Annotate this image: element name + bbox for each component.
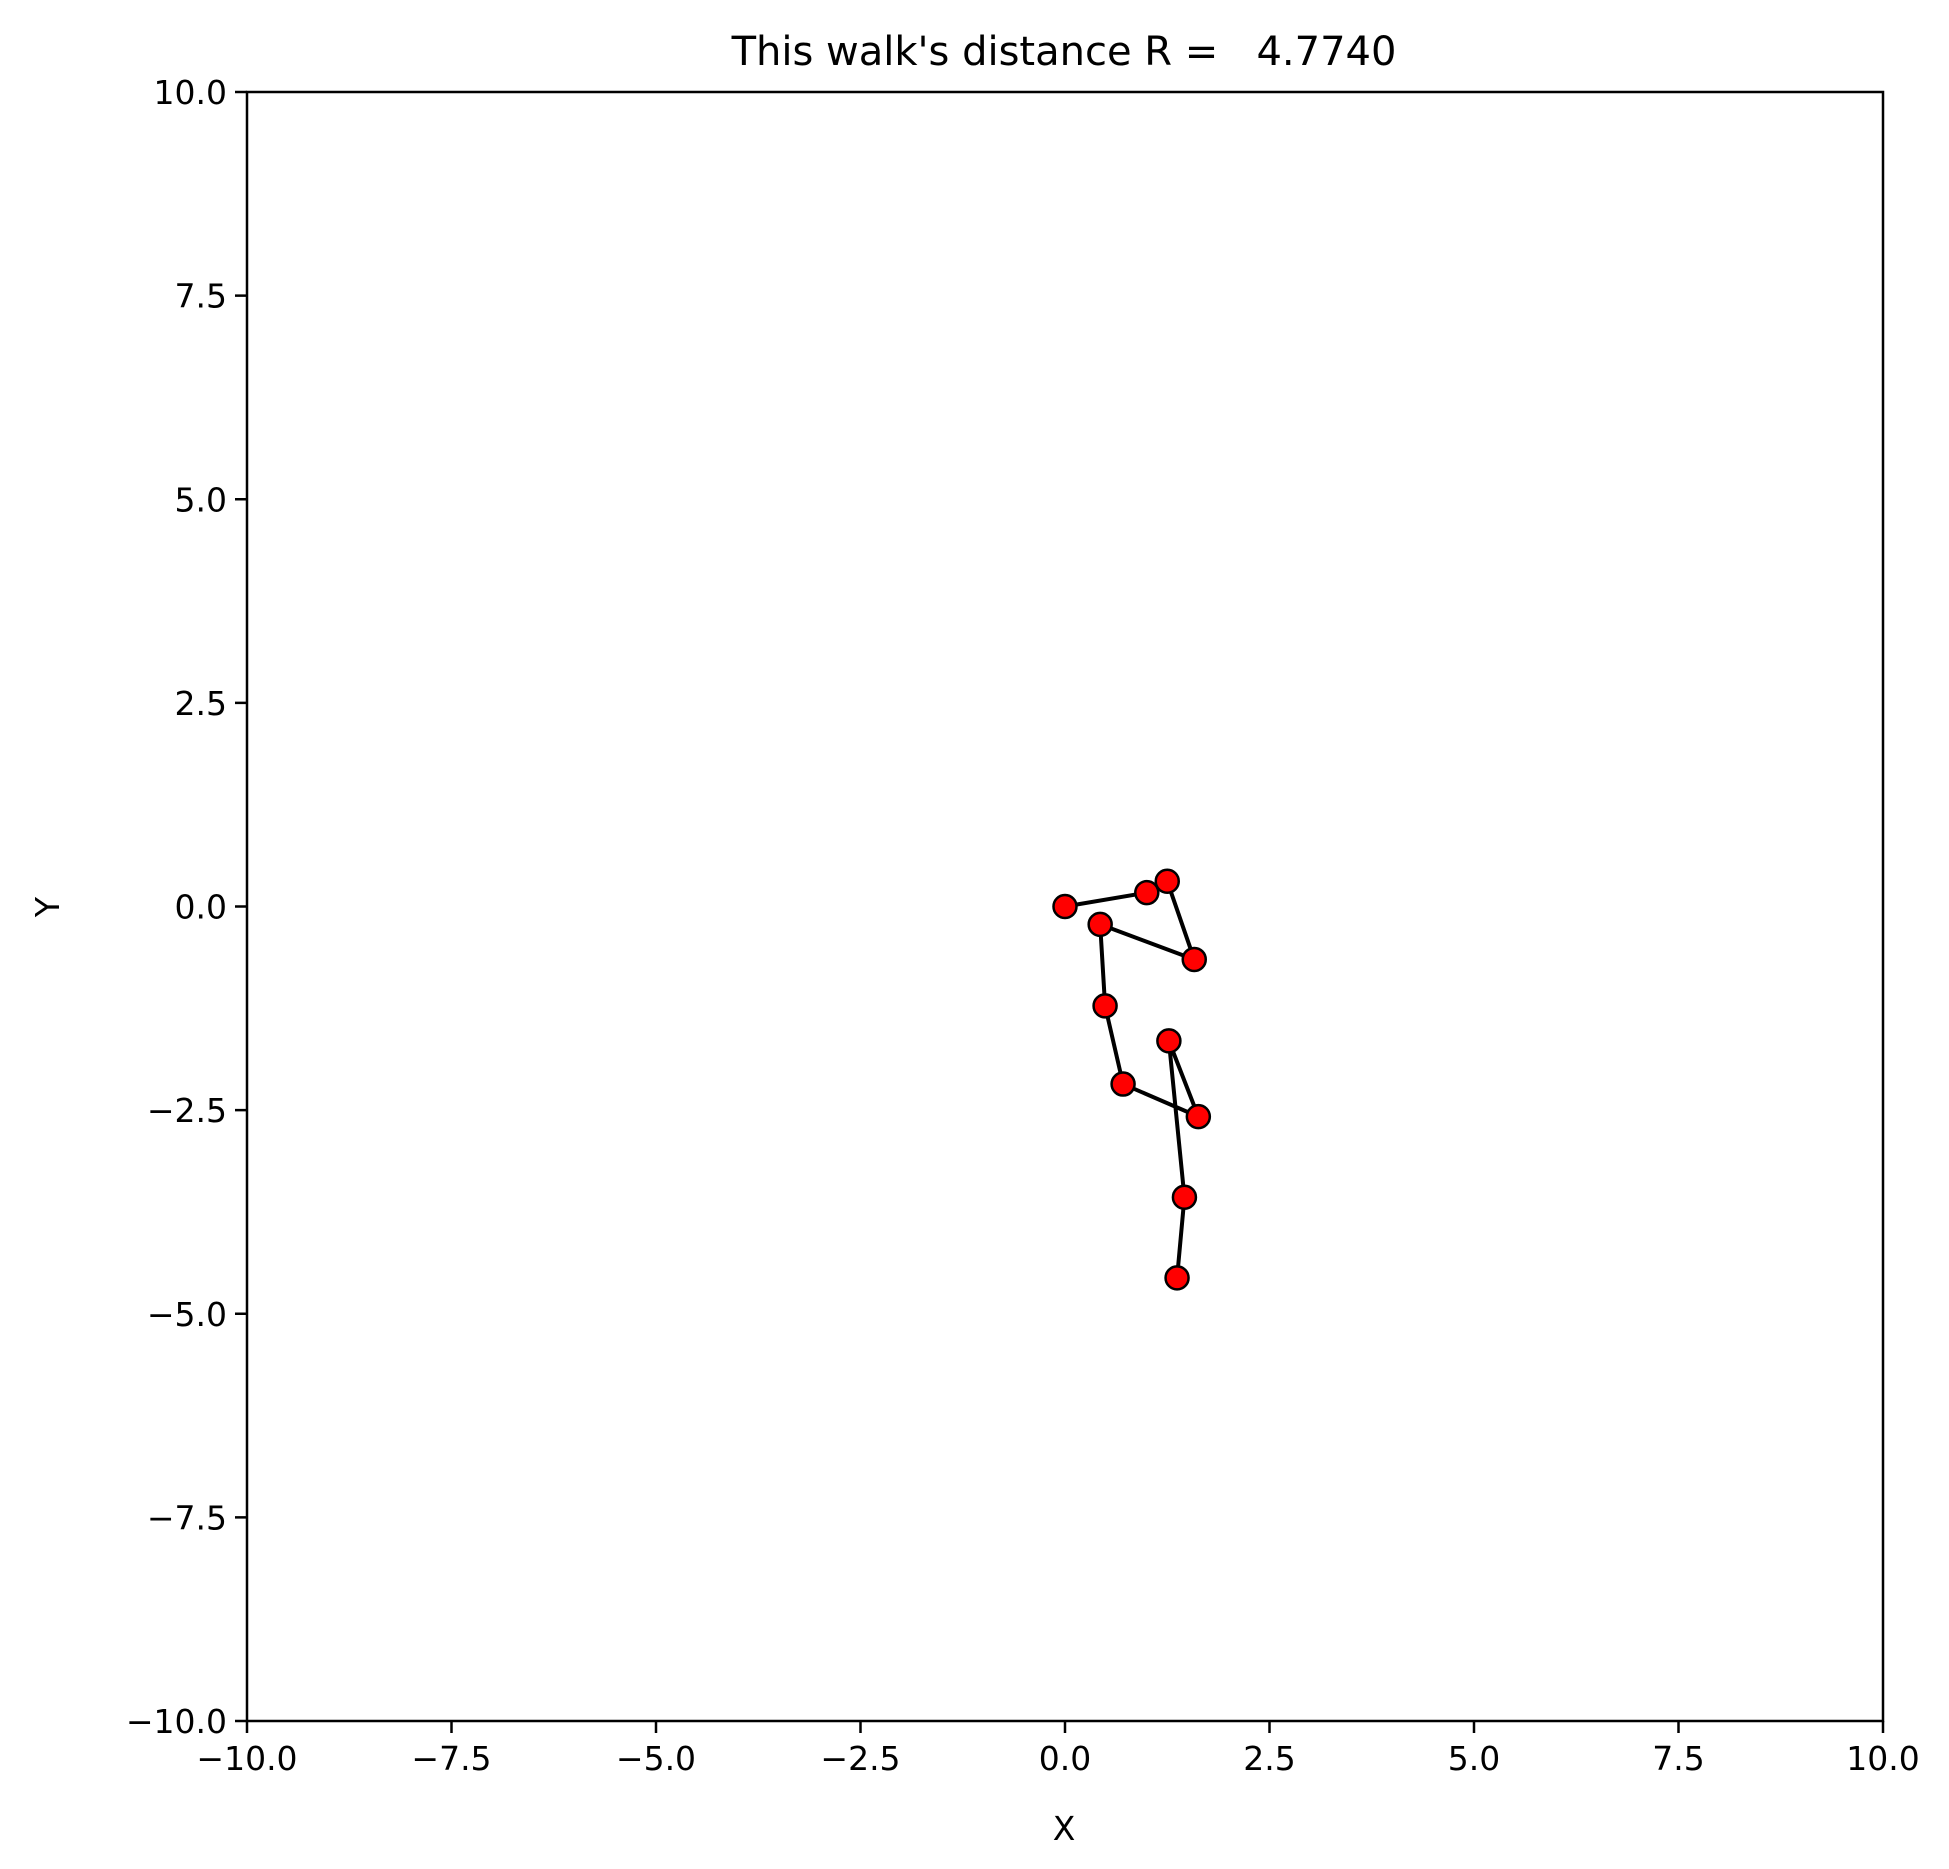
x-axis-label: X (1053, 1809, 1076, 1848)
y-tick-label: 5.0 (175, 480, 227, 519)
x-tick-label: −2.5 (820, 1739, 900, 1778)
x-tick-label: −5.0 (616, 1739, 696, 1778)
x-tick-label: 5.0 (1448, 1739, 1500, 1778)
x-tick-label: −7.5 (411, 1739, 491, 1778)
y-tick-label: 10.0 (154, 73, 227, 112)
walk-step-point (1110, 1071, 1136, 1097)
x-axis-ticks: −10.0 −7.5 −5.0 −2.5 0.0 2.5 5.0 7.5 10.0 (196, 1721, 1920, 1778)
y-tick-label: −10.0 (126, 1702, 227, 1741)
x-tick-label: 0.0 (1039, 1739, 1091, 1778)
walk-step-point (1092, 993, 1118, 1019)
y-tick-label: −5.0 (147, 1295, 227, 1334)
y-axis-ticks: −10.0 −7.5 −5.0 −2.5 0.0 2.5 5.0 7.5 10.0 (126, 73, 247, 1741)
chart-title: This walk's distance R = 4.7740 (731, 29, 1397, 75)
x-tick-label: 7.5 (1652, 1739, 1704, 1778)
walk-step-point (1154, 868, 1180, 895)
walk-step-point (1171, 1184, 1198, 1211)
x-tick-label: −10.0 (196, 1739, 297, 1778)
plot-area (1052, 868, 1212, 1291)
walk-step-point (1156, 1028, 1182, 1054)
y-tick-label: 0.0 (175, 888, 227, 927)
walk-step-point (1134, 879, 1160, 906)
walk-step-point (1052, 893, 1078, 920)
y-tick-label: −7.5 (147, 1498, 227, 1537)
walk-step-point (1164, 1265, 1190, 1291)
y-tick-label: −2.5 (147, 1091, 227, 1130)
walk-step-point (1087, 911, 1113, 938)
walk-step-point (1185, 1103, 1212, 1130)
x-tick-label: 2.5 (1243, 1739, 1295, 1778)
y-tick-label: 2.5 (175, 684, 227, 723)
walk-step-point (1181, 946, 1207, 973)
y-tick-label: 7.5 (175, 277, 227, 316)
axes-frame (245, 90, 1885, 1723)
x-tick-label: 10.0 (1846, 1739, 1919, 1778)
y-axis-label: Y (28, 896, 67, 918)
